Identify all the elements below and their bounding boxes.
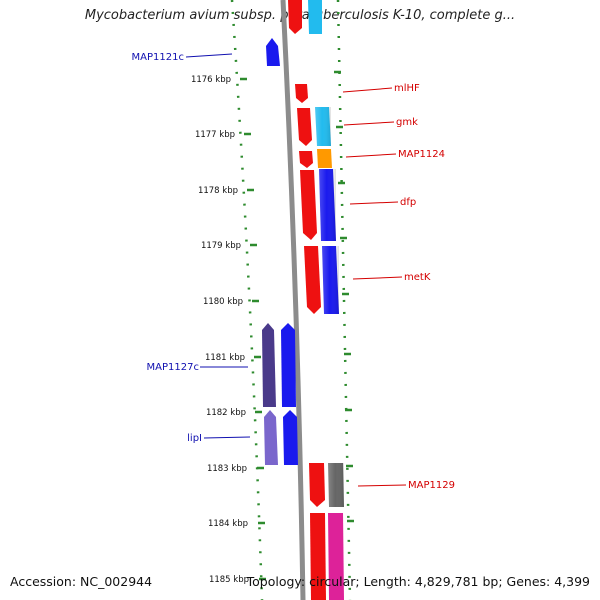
gene-bottom-magenta[interactable] [328, 513, 344, 600]
gene-shading [315, 107, 344, 507]
gene-labels-right: mlHF gmk MAP1124 dfp metK MAP1129 [394, 83, 455, 491]
label-connectors [185, 53, 407, 487]
gene-map1127c[interactable] [262, 323, 276, 407]
right-tick-marks [334, 70, 354, 523]
right-dotted-track [336, 0, 352, 600]
gene-metk-red[interactable] [304, 246, 321, 314]
gene-map1124[interactable] [317, 149, 332, 168]
tick-label: 1183 kbp [207, 464, 247, 474]
gene-mlhf[interactable] [295, 84, 308, 103]
gene-labels-left: MAP1121c MAP1127c lipI [132, 52, 202, 444]
tick-label: 1185 kbp [209, 575, 249, 585]
gene-gmk-red[interactable] [297, 108, 312, 146]
tick-label: 1180 kbp [203, 297, 243, 307]
label-metk[interactable]: metK [404, 272, 431, 283]
label-dfp[interactable]: dfp [400, 197, 416, 208]
tick-label: 1181 kbp [205, 353, 245, 363]
accession-label: Accession: NC_002944 [10, 574, 153, 589]
label-map1129[interactable]: MAP1129 [408, 480, 455, 491]
tick-labels: 1176 kbp 1177 kbp 1178 kbp 1179 kbp 1180… [191, 75, 249, 585]
gene-map1129-red[interactable] [309, 463, 325, 507]
gene-bottom-red[interactable] [310, 513, 326, 600]
gene-lipi-blue[interactable] [283, 410, 298, 465]
gene-top-cyan[interactable] [308, 0, 322, 34]
gene-map1124-red[interactable] [299, 151, 313, 168]
gene-map1127c-blue[interactable] [281, 323, 296, 407]
label-mlhf[interactable]: mlHF [394, 83, 420, 94]
tick-label: 1179 kbp [201, 241, 241, 251]
tick-label: 1178 kbp [198, 186, 238, 196]
tick-label: 1182 kbp [206, 408, 246, 418]
gene-dfp-red[interactable] [300, 170, 317, 240]
reverse-strand-genes [262, 38, 298, 465]
label-map1124[interactable]: MAP1124 [398, 149, 445, 160]
gene-map1121c[interactable] [266, 38, 280, 66]
gene-top-red[interactable] [288, 0, 302, 34]
tick-label: 1177 kbp [195, 130, 235, 140]
label-map1121c[interactable]: MAP1121c [132, 52, 184, 63]
topology-label: Topology: circular; Length: 4,829,781 bp… [246, 574, 590, 589]
tick-marks [240, 77, 266, 581]
tick-label: 1176 kbp [191, 75, 231, 85]
backbone [280, 0, 306, 600]
left-dotted-track [230, 0, 264, 600]
tick-label: 1184 kbp [208, 519, 248, 529]
label-gmk[interactable]: gmk [396, 117, 418, 128]
label-map1127c[interactable]: MAP1127c [147, 362, 199, 373]
label-lipi[interactable]: lipI [187, 433, 202, 444]
gene-lipi[interactable] [264, 410, 278, 465]
